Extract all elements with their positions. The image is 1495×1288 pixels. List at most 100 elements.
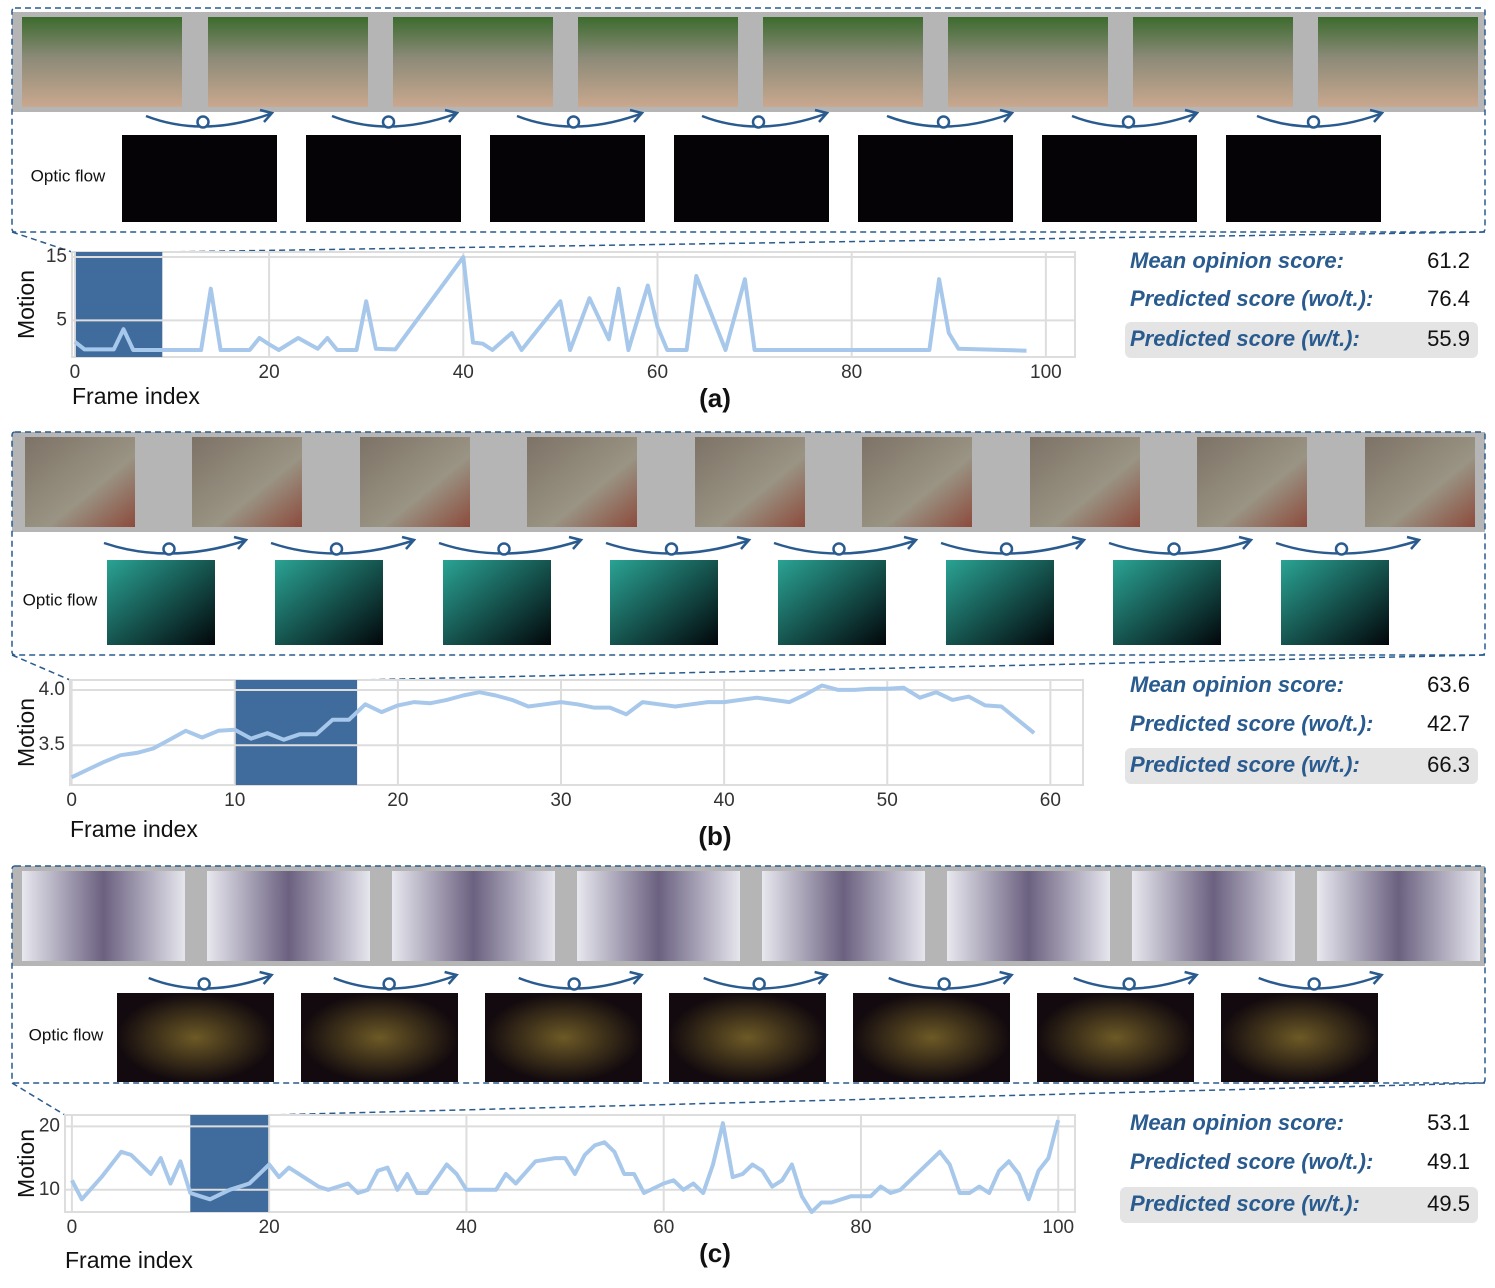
score-label: Mean opinion score: — [1130, 248, 1344, 273]
arrow-head — [444, 970, 459, 985]
y-axis-label: Motion — [13, 270, 39, 339]
video-frame — [392, 871, 555, 961]
score-label: Predicted score (w/t.): — [1130, 752, 1360, 777]
score-label: Predicted score (wo/t.): — [1130, 286, 1373, 311]
video-frame — [763, 17, 923, 107]
arrow-dot — [382, 977, 396, 991]
arrow-head — [736, 535, 752, 550]
score-value: 76.4 — [1427, 286, 1470, 311]
arrow-dot — [1307, 977, 1321, 991]
optic-flow-image — [669, 993, 826, 1082]
optic-flow-image — [853, 993, 1010, 1082]
y-tick-label: 4.0 — [39, 679, 65, 700]
arrow-head — [629, 970, 644, 985]
arrow-dot — [566, 115, 581, 129]
x-tick-label: 60 — [653, 1217, 674, 1238]
arrow-head — [259, 970, 274, 985]
video-frame — [22, 17, 182, 107]
arrow-head — [1071, 535, 1087, 550]
dashed-box — [11, 7, 1486, 233]
optic-flow-image — [858, 135, 1013, 222]
y-tick-label: 15 — [46, 246, 67, 267]
optic-flow-image — [674, 135, 829, 222]
video-frame — [1365, 437, 1475, 527]
arrow-dot — [1122, 977, 1136, 991]
video-frame — [578, 17, 738, 107]
x-tick-label: 10 — [224, 790, 245, 811]
arrow-head — [1369, 970, 1384, 985]
arrow-head — [903, 535, 919, 550]
video-frame — [947, 871, 1110, 961]
score-value: 66.3 — [1427, 752, 1470, 777]
y-axis-label: Motion — [13, 698, 39, 767]
arrow-dot — [497, 542, 511, 556]
arrow-head — [1406, 535, 1422, 550]
arrow-dot — [197, 977, 211, 991]
optic-flow-image — [117, 993, 274, 1082]
arrow-dot — [567, 977, 581, 991]
score-label: Predicted score (w/t.): — [1130, 326, 1360, 351]
video-frame — [1318, 17, 1478, 107]
score-highlight — [1120, 1187, 1478, 1223]
optic-flow-image — [301, 993, 458, 1082]
optic-flow-image — [443, 560, 551, 645]
x-tick-label: 60 — [647, 362, 668, 383]
arrow-dot — [1167, 542, 1181, 556]
arrow-head — [1238, 535, 1254, 550]
x-tick-label: 20 — [259, 362, 280, 383]
arrow-dot — [752, 977, 766, 991]
score-value: 42.7 — [1427, 711, 1470, 736]
panel-label: (a) — [699, 383, 731, 413]
video-frame — [762, 871, 925, 961]
motion-line — [70, 683, 1036, 780]
arrow-dot — [999, 542, 1014, 556]
motion-line — [73, 255, 1027, 353]
x-tick-label: 20 — [387, 790, 408, 811]
arrow-dot — [162, 542, 176, 556]
arrow-head — [999, 970, 1014, 985]
optic-flow-image — [490, 135, 645, 222]
x-axis-label: Frame index — [72, 383, 200, 409]
x-tick-label: 100 — [1042, 1217, 1074, 1238]
arrow-head — [401, 535, 417, 550]
arrow-dot — [832, 542, 846, 556]
x-tick-label: 80 — [841, 362, 862, 383]
connector — [11, 1082, 66, 1116]
dashed-box — [11, 865, 1486, 1084]
arrow-head — [999, 108, 1015, 123]
optic-flow-label: Optic flow — [29, 1025, 104, 1044]
video-frame — [1317, 871, 1480, 961]
connector — [11, 654, 71, 681]
arrow-dot — [664, 542, 679, 556]
optic-flow-image — [122, 135, 277, 222]
arrow-dot — [329, 542, 344, 556]
arrow-head — [1184, 108, 1200, 123]
arrow-dot — [936, 115, 951, 129]
optic-flow-image — [946, 560, 1054, 645]
video-frame — [22, 871, 185, 961]
x-axis-label: Frame index — [70, 816, 198, 842]
x-tick-label: 60 — [1040, 790, 1061, 811]
score-highlight — [1125, 322, 1478, 358]
optic-flow-label: Optic flow — [23, 590, 98, 609]
arrow-head — [568, 535, 584, 550]
video-frame — [360, 437, 470, 527]
arrow-head — [1369, 108, 1385, 123]
video-frame — [577, 871, 740, 961]
optic-flow-image — [1221, 993, 1378, 1082]
arrow-dot — [196, 115, 210, 129]
score-label: Predicted score (wo/t.): — [1130, 1149, 1373, 1174]
video-frame — [393, 17, 553, 107]
arrow-dot — [1121, 115, 1136, 129]
motion-line — [70, 1119, 1061, 1214]
arrow-head — [814, 970, 829, 985]
arrow-head — [233, 535, 249, 550]
y-tick-label: 20 — [39, 1115, 60, 1136]
score-value: 61.2 — [1427, 248, 1470, 273]
score-value: 49.5 — [1427, 1191, 1470, 1216]
optic-flow-image — [1281, 560, 1389, 645]
optic-flow-image — [778, 560, 886, 645]
video-frame — [948, 17, 1108, 107]
optic-flow-label: Optic flow — [31, 166, 106, 185]
